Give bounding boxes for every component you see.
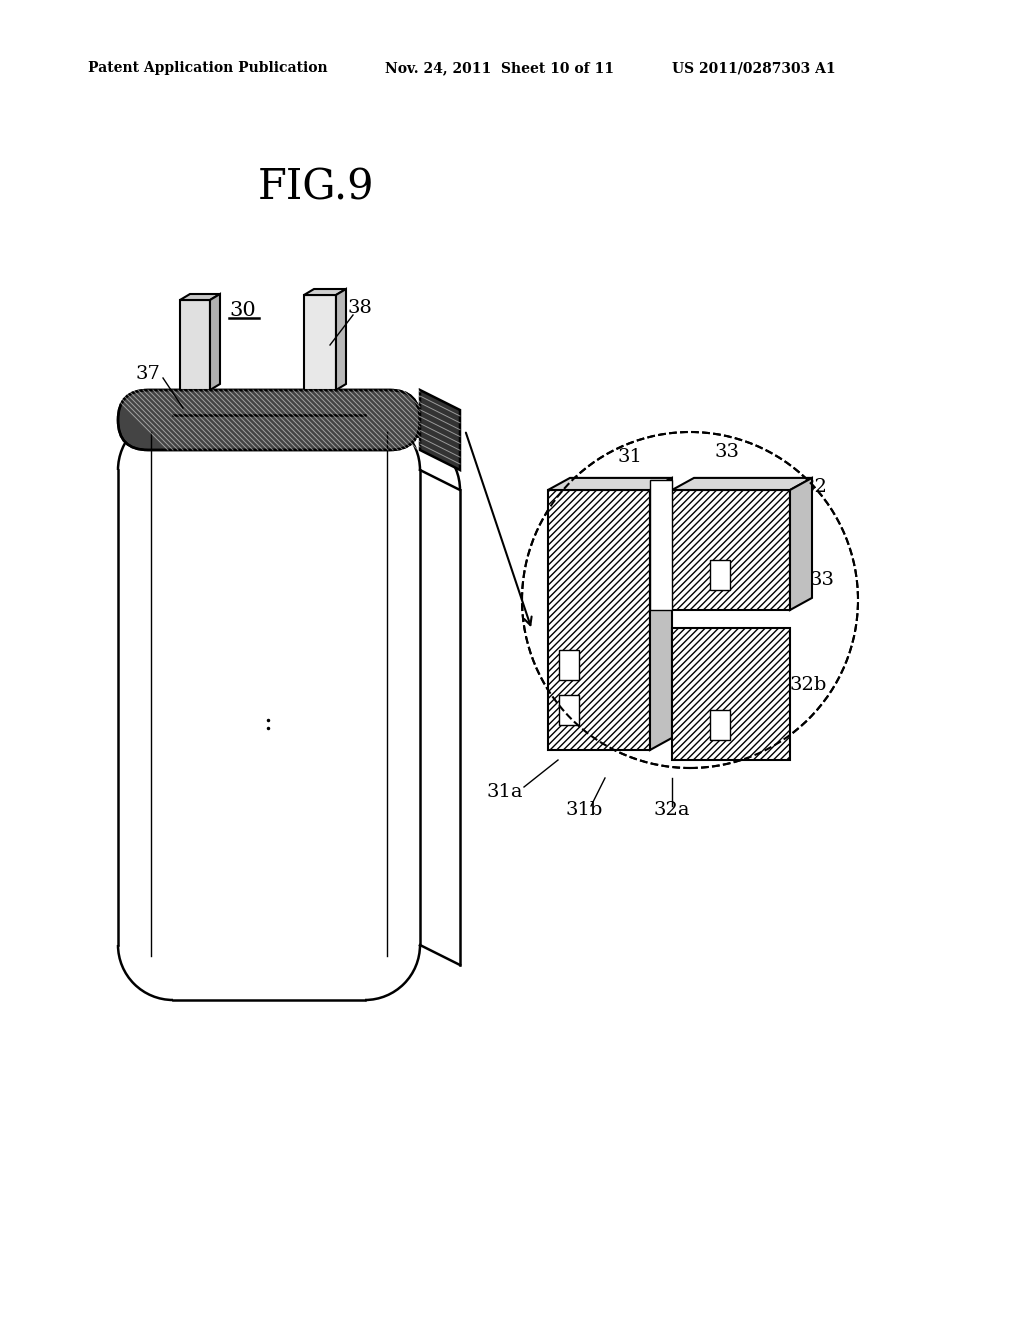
Bar: [672, 490, 790, 610]
Polygon shape: [420, 389, 460, 470]
Text: Patent Application Publication: Patent Application Publication: [88, 61, 328, 75]
Polygon shape: [790, 478, 812, 610]
Text: US 2011/0287303 A1: US 2011/0287303 A1: [672, 61, 836, 75]
Polygon shape: [672, 478, 812, 490]
Text: FIG.9: FIG.9: [258, 168, 374, 209]
Text: Nov. 24, 2011  Sheet 10 of 11: Nov. 24, 2011 Sheet 10 of 11: [385, 61, 614, 75]
Bar: [710, 710, 730, 741]
Polygon shape: [650, 478, 672, 750]
Bar: [559, 649, 579, 680]
Bar: [672, 628, 790, 760]
Text: 38: 38: [347, 300, 373, 317]
Polygon shape: [304, 289, 346, 294]
Text: 33: 33: [715, 444, 739, 461]
Bar: [559, 696, 579, 725]
Text: 31: 31: [617, 447, 642, 466]
Text: 32a: 32a: [653, 801, 690, 818]
Polygon shape: [336, 289, 346, 389]
Text: 37: 37: [135, 366, 161, 383]
Polygon shape: [210, 294, 220, 389]
Text: 31a: 31a: [486, 783, 523, 801]
Bar: [304, 294, 336, 389]
Bar: [180, 300, 210, 389]
Text: 32: 32: [803, 478, 827, 496]
Text: 32b: 32b: [790, 676, 826, 694]
Bar: [548, 490, 650, 750]
Polygon shape: [180, 294, 220, 300]
Text: 31b: 31b: [565, 801, 603, 818]
Bar: [710, 560, 730, 590]
Circle shape: [522, 432, 858, 768]
Bar: [650, 480, 672, 610]
FancyBboxPatch shape: [118, 389, 420, 450]
Text: 30: 30: [229, 301, 256, 319]
Polygon shape: [548, 478, 672, 490]
Text: 33: 33: [810, 572, 835, 589]
